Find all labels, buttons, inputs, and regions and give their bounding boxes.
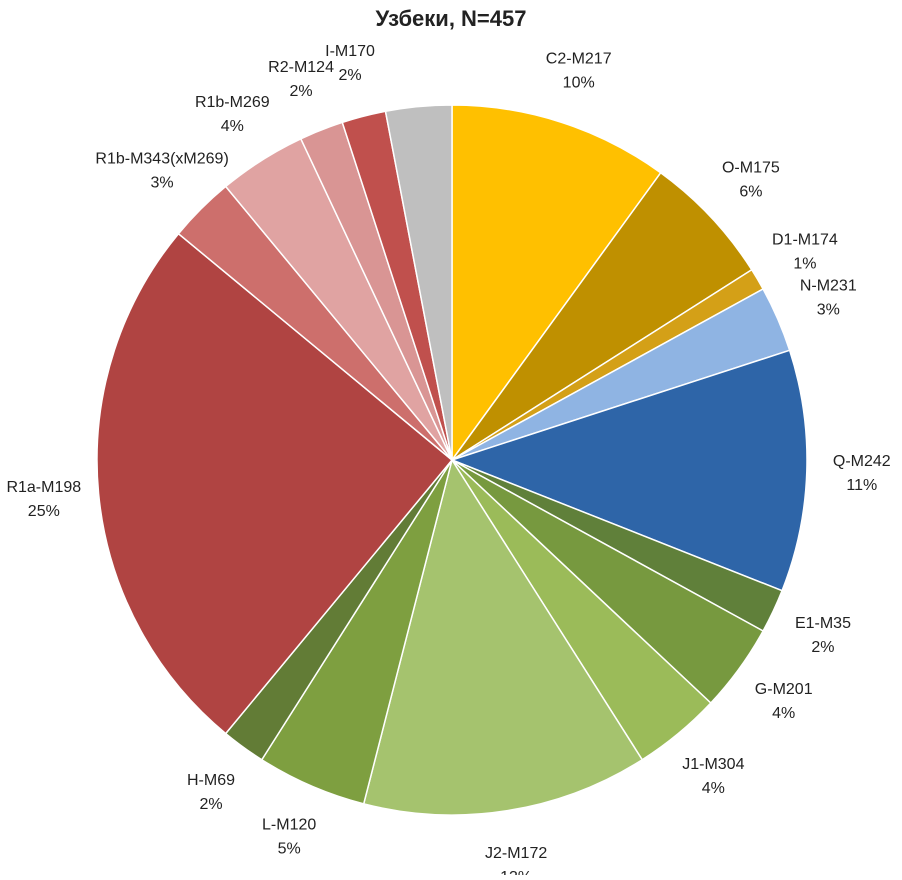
slice-value-label: 4%	[702, 780, 725, 797]
slice-label: J2-M172	[485, 845, 547, 862]
slice-label: Q-M242	[833, 453, 891, 470]
slice-label: R2-M124	[268, 59, 334, 76]
slice-value-label: 1%	[793, 256, 816, 273]
slice-label: J1-M304	[682, 756, 744, 773]
slice-value-label: 3%	[817, 301, 840, 318]
slice-label: O-M175	[722, 160, 780, 177]
slice-label: G-M201	[755, 681, 813, 698]
pie-slice	[96, 232, 454, 735]
slice-value-label: 2%	[338, 67, 361, 84]
slice-label: C2-M217	[546, 50, 612, 67]
slice-value-label: 4%	[772, 705, 795, 722]
slice-label: R1a-M198	[6, 479, 81, 496]
slice-value-label: 2%	[290, 83, 313, 100]
slice-value-label: 2%	[199, 796, 222, 813]
slice-value-label: 10%	[563, 74, 595, 91]
pie-slice	[449, 349, 808, 592]
slice-value-label: 4%	[221, 118, 244, 135]
slice-label: R1b-M269	[195, 94, 270, 111]
slice-value-label: 2%	[811, 639, 834, 656]
slice-value-label: 5%	[278, 840, 301, 857]
slice-label: I-M170	[325, 43, 375, 60]
slice-label: N-M231	[800, 277, 857, 294]
slice-value-label: 13%	[500, 869, 532, 875]
chart-title: Узбеки, N=457	[375, 6, 526, 31]
slice-value-label: 11%	[846, 477, 877, 494]
pie-slice	[362, 458, 644, 816]
slice-label: D1-M174	[772, 232, 838, 249]
slice-value-label: 3%	[151, 174, 174, 191]
pie-slice	[451, 171, 753, 461]
slice-value-label: 6%	[739, 184, 762, 201]
slice-label: L-M120	[262, 816, 316, 833]
slice-label: E1-M35	[795, 615, 851, 632]
slice-label: H-M69	[187, 772, 235, 789]
pie-slice	[451, 104, 662, 463]
slice-value-label: 25%	[28, 503, 60, 520]
pie-slice	[384, 104, 453, 461]
slice-label: R1b-M343(xM269)	[95, 150, 228, 167]
